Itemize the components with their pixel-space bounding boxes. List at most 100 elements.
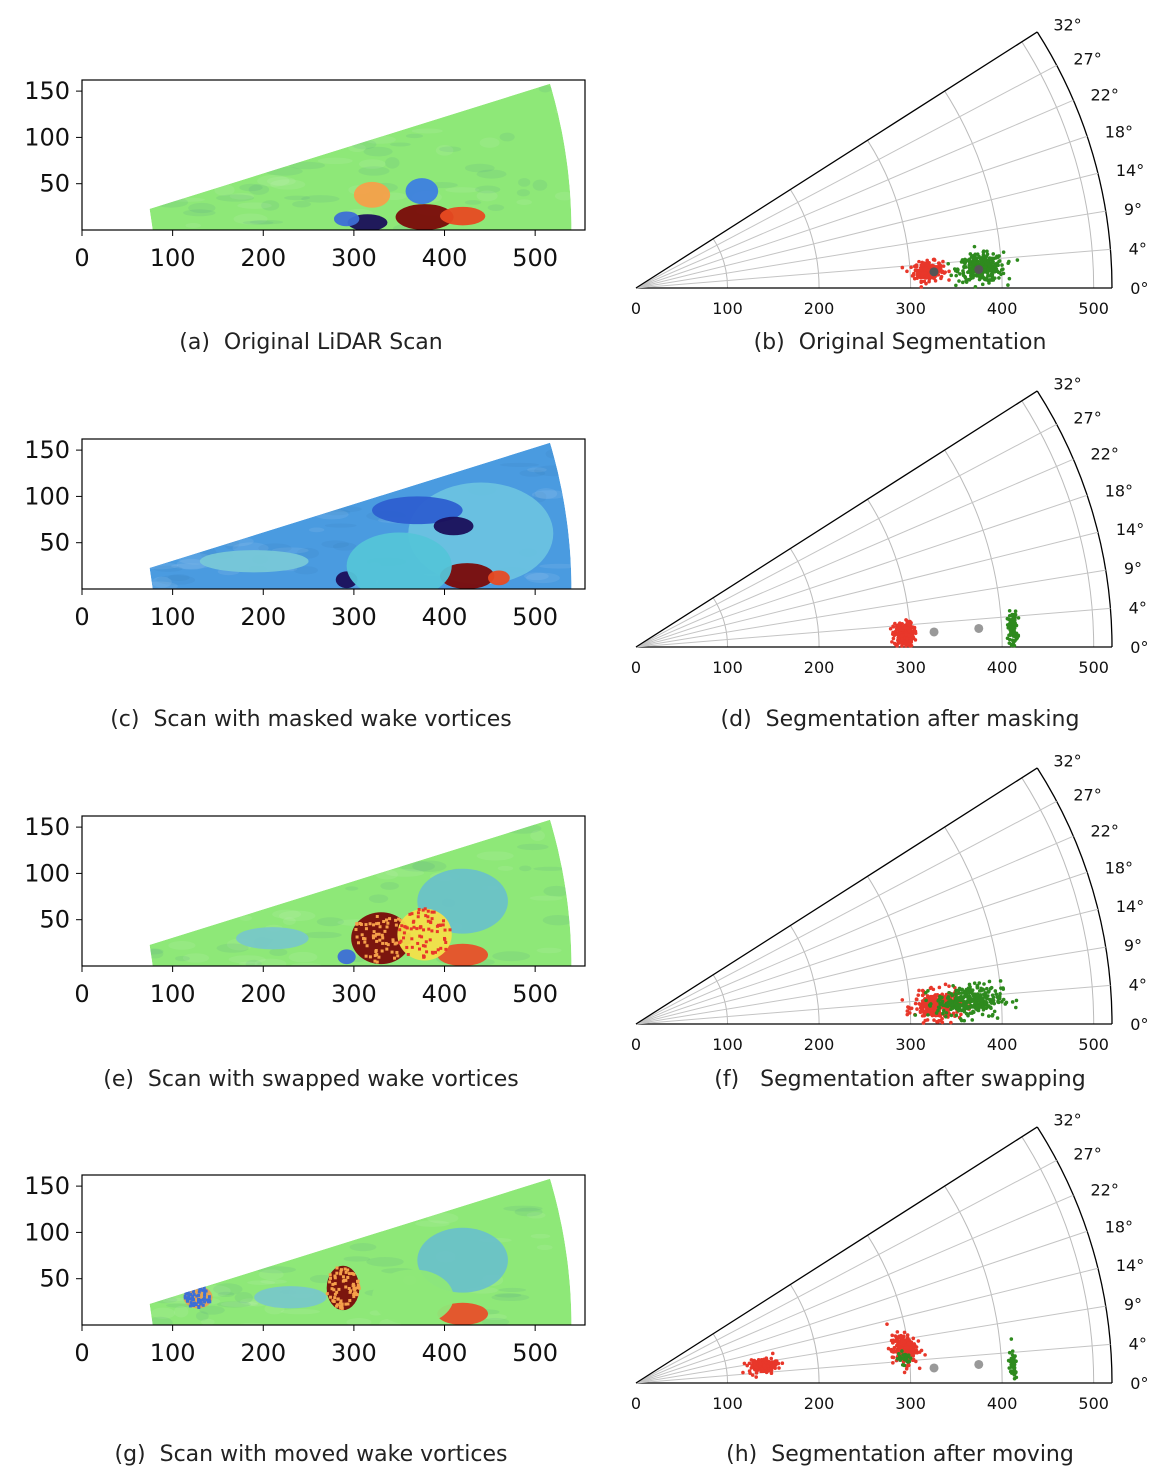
heatmap-texture: [487, 204, 505, 211]
heatmap-texture: [555, 106, 572, 116]
heatmap-speckle: [348, 1299, 352, 1303]
segmentation-point: [903, 642, 908, 646]
segmentation-point: [885, 1322, 889, 1326]
polar-arc: [712, 1333, 729, 1384]
segmentation-point: [913, 629, 918, 634]
heatmap-speckle: [406, 952, 410, 956]
segmentation-point: [891, 1361, 895, 1365]
x-tick-label: 400: [422, 980, 468, 1008]
r-tick-label: 300: [895, 299, 926, 318]
r-tick-label: 300: [895, 1394, 926, 1413]
heatmap-patch: [439, 206, 486, 226]
x-tick-label: 500: [512, 980, 558, 1008]
heatmap-texture: [280, 1308, 320, 1315]
theta-tick-label: 18°: [1105, 859, 1133, 878]
heatmap-texture: [200, 1318, 215, 1325]
heatmap-texture: [288, 951, 318, 963]
segmentation-point: [994, 992, 999, 996]
heatmap-texture: [171, 563, 210, 569]
segmentation-point: [927, 1003, 932, 1007]
heatmap-texture: [483, 1313, 507, 1321]
y-tick-label: 150: [24, 436, 70, 464]
r-tick-label: 200: [804, 299, 835, 318]
heatmap-speckle: [191, 1302, 195, 1306]
segmentation-point: [1010, 1349, 1015, 1353]
theta-tick-label: 4°: [1129, 239, 1147, 258]
segmentation-point: [905, 1333, 910, 1337]
heatmap-field: [149, 819, 572, 966]
segmentation-point: [990, 1012, 995, 1017]
heatmap-texture: [314, 509, 349, 520]
r-tick-label: 100: [712, 658, 743, 677]
polar-arc: [712, 238, 729, 289]
segmentation-point: [926, 1013, 930, 1017]
heatmap-texture: [358, 166, 390, 176]
segmentation-point: [932, 258, 937, 262]
heatmap-speckle: [191, 1294, 195, 1298]
heatmap-speckle: [409, 927, 413, 931]
segmentation-point: [1001, 271, 1006, 276]
segmentation-point: [906, 642, 911, 646]
heatmap-texture: [503, 823, 542, 834]
heatmap-speckle: [405, 945, 409, 949]
r-tick-label: 100: [712, 1394, 743, 1413]
segmentation-point: [978, 993, 982, 997]
segmentation-point: [961, 1002, 965, 1006]
heatmap-speckle: [347, 1286, 351, 1290]
heatmap-speckle: [340, 1304, 344, 1308]
segmentation-point: [769, 1371, 774, 1376]
heatmap-speckle: [423, 944, 427, 948]
heatmap-speckle: [371, 934, 375, 938]
segmentation-point: [905, 637, 909, 641]
heatmap-speckle: [333, 1282, 337, 1286]
heatmap-speckle: [199, 1302, 203, 1306]
heatmap-speckle: [344, 1270, 348, 1274]
segmentation-point: [939, 264, 944, 268]
segmentation-point: [914, 1359, 918, 1364]
segmentation-point: [960, 1008, 965, 1013]
segmentation-point: [963, 275, 968, 280]
polar-radial-line: [635, 1230, 1088, 1384]
heatmap-texture: [308, 527, 325, 533]
segmentation-point: [892, 641, 897, 646]
heatmap-speckle: [375, 960, 379, 964]
segmentation-point: [890, 1333, 895, 1338]
polar-arc: [1021, 41, 1095, 289]
segmentation-point: [1007, 276, 1012, 281]
heatmap-speckle: [355, 1292, 359, 1296]
heatmap-texture: [530, 1233, 551, 1239]
segmentation-point: [1006, 283, 1010, 287]
segmentation-point: [967, 269, 971, 274]
segmentation-point: [900, 1349, 904, 1353]
segmentation-point: [957, 986, 962, 991]
heatmap-texture: [229, 192, 255, 200]
segmentation-point: [996, 1000, 1001, 1005]
heatmap-texture: [491, 1293, 530, 1302]
segmentation-point: [1014, 998, 1019, 1003]
x-tick-label: 0: [74, 1339, 89, 1367]
heatmap-speckle: [192, 1301, 196, 1305]
segmentation-point: [972, 981, 977, 985]
segmentation-point: [937, 1019, 941, 1023]
heatmap-texture: [539, 563, 572, 569]
heatmap-speckle: [398, 941, 402, 945]
heatmap-texture: [278, 910, 316, 922]
theta-tick-label: 4°: [1129, 598, 1147, 617]
heatmap-speckle: [396, 954, 400, 958]
polar-radial-line: [635, 135, 1088, 289]
theta-tick-label: 18°: [1105, 482, 1133, 501]
segmentation-point: [944, 1014, 948, 1019]
heatmap-texture: [214, 184, 235, 196]
segmentation-cluster: [895, 1349, 913, 1368]
segmentation-point: [943, 982, 948, 987]
segmentation-point: [989, 985, 994, 990]
segmentation-point: [1013, 1005, 1018, 1010]
heatmap-field: [149, 442, 572, 589]
heatmap-texture: [498, 1287, 527, 1293]
heatmap-texture: [237, 202, 272, 209]
heatmap-speckle: [197, 1285, 201, 1289]
heatmap-speckle: [202, 1286, 206, 1290]
segmentation-point: [974, 1001, 978, 1006]
heatmap-speckle: [185, 1298, 189, 1302]
segmentation-point: [919, 279, 924, 284]
